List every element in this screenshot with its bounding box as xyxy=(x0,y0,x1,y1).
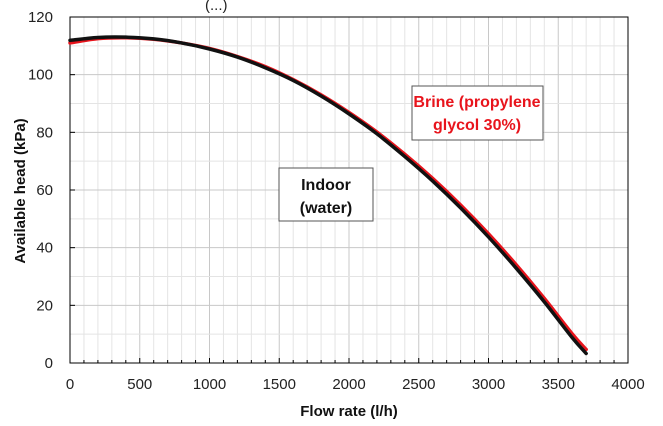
x-tick-label: 2500 xyxy=(402,376,435,393)
brine-annotation-box xyxy=(411,85,544,141)
brine-annotation: Brine (propylene glycol 30%) xyxy=(411,85,544,141)
water-annotation-line-2: (water) xyxy=(300,200,352,217)
y-tick-label: 20 xyxy=(36,297,53,314)
x-tick-label: 0 xyxy=(66,376,74,393)
axis-ticks: 0 500 1000 1500 2000 2500 3000 3500 4000 0 20 40 60 8… xyxy=(28,9,645,393)
water-annotation-box xyxy=(278,167,374,222)
x-tick-label: 3000 xyxy=(472,376,505,393)
y-tick-label: 60 xyxy=(36,182,53,199)
series-line-water xyxy=(68,35,588,356)
x-tick-label: 1500 xyxy=(263,376,296,393)
x-tick-label: 2000 xyxy=(332,376,365,393)
grid xyxy=(69,16,629,364)
brine-annotation-line-2: glycol 30%) xyxy=(433,117,521,134)
y-axis-title: Available head (kPa) xyxy=(12,118,29,263)
y-tick-label: 100 xyxy=(28,67,53,84)
x-tick-label: 3500 xyxy=(542,376,575,393)
water-annotation: Indoor (water) xyxy=(278,167,374,222)
chart-title-fragment: (...) xyxy=(205,0,228,14)
y-tick-label: 120 xyxy=(28,9,53,26)
y-tick-label: 0 xyxy=(45,355,53,372)
x-axis-title: Flow rate (l/h) xyxy=(300,403,398,420)
water-annotation-line-1: Indoor xyxy=(301,177,351,194)
x-tick-label: 4000 xyxy=(611,376,644,393)
x-tick-label: 500 xyxy=(127,376,152,393)
brine-annotation-line-1: Brine (propylene xyxy=(413,94,540,111)
y-tick-label: 40 xyxy=(36,240,53,257)
x-tick-label: 1000 xyxy=(193,376,226,393)
series-layer xyxy=(68,35,588,356)
y-tick-label: 80 xyxy=(36,124,53,141)
